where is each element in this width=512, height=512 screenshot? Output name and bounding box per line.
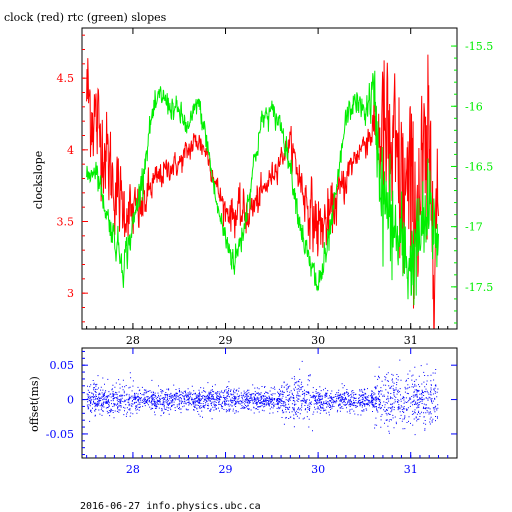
y2-tick-label: -15.5 <box>465 40 493 53</box>
x-tick-label: 30 <box>311 463 325 476</box>
top-x-axis: 28 29 30 31 <box>86 28 449 347</box>
top-left-y-axis: 3 3.5 4 4.5 <box>57 34 88 323</box>
chart-title: clock (red) rtc (green) slopes <box>4 11 167 24</box>
x-tick-label: 29 <box>219 334 233 347</box>
y2-tick-label: -16.5 <box>465 160 493 173</box>
bottom-plot-frame <box>81 347 458 459</box>
rtc-series-line <box>86 70 439 306</box>
footer-credit: 2016-06-27 info.physics.ubc.ca <box>80 501 261 512</box>
x-tick-label: 31 <box>404 463 418 476</box>
y-tick-label: 4.5 <box>57 72 75 85</box>
y-tick-label: 0 <box>67 394 74 407</box>
clock-series-line <box>86 54 439 330</box>
top-plot-area <box>86 54 439 330</box>
top-right-y-axis: -17.5 -17 -16.5 -16 -15.5 <box>451 40 493 324</box>
y-tick-label: 0.05 <box>50 359 75 372</box>
x-tick-label: 30 <box>311 334 325 347</box>
x-tick-label: 31 <box>404 334 418 347</box>
bottom-x-axis: 28 29 30 31 <box>86 348 449 476</box>
bottom-plot-area <box>86 359 439 436</box>
bottom-y-axis: -0.05 0 0.05 <box>46 350 457 456</box>
top-panel: 28 29 30 31 33.544.5 -17.5-17-16.5-16-15.5 … <box>32 27 493 347</box>
y-tick-label: 4 <box>67 144 74 157</box>
y2-tick-label: -17 <box>465 221 483 234</box>
y-tick-label: 3 <box>67 287 74 300</box>
x-tick-label: 28 <box>126 463 140 476</box>
y-tick-label: -0.05 <box>46 428 74 441</box>
y2-tick-label: -16 <box>465 100 483 113</box>
y-tick-label: 3.5 <box>57 216 75 229</box>
x-tick-label: 29 <box>219 463 233 476</box>
bottom-y-axis-label: offset(ms) <box>28 376 41 432</box>
y2-tick-label: -17.5 <box>465 281 493 294</box>
top-y-axis-label: clockslope <box>32 151 45 209</box>
offset-points <box>86 359 439 436</box>
x-tick-label: 28 <box>126 334 140 347</box>
bottom-panel: 28 29 30 31 -0.05 0 0.05 offset(ms) <box>28 347 458 476</box>
